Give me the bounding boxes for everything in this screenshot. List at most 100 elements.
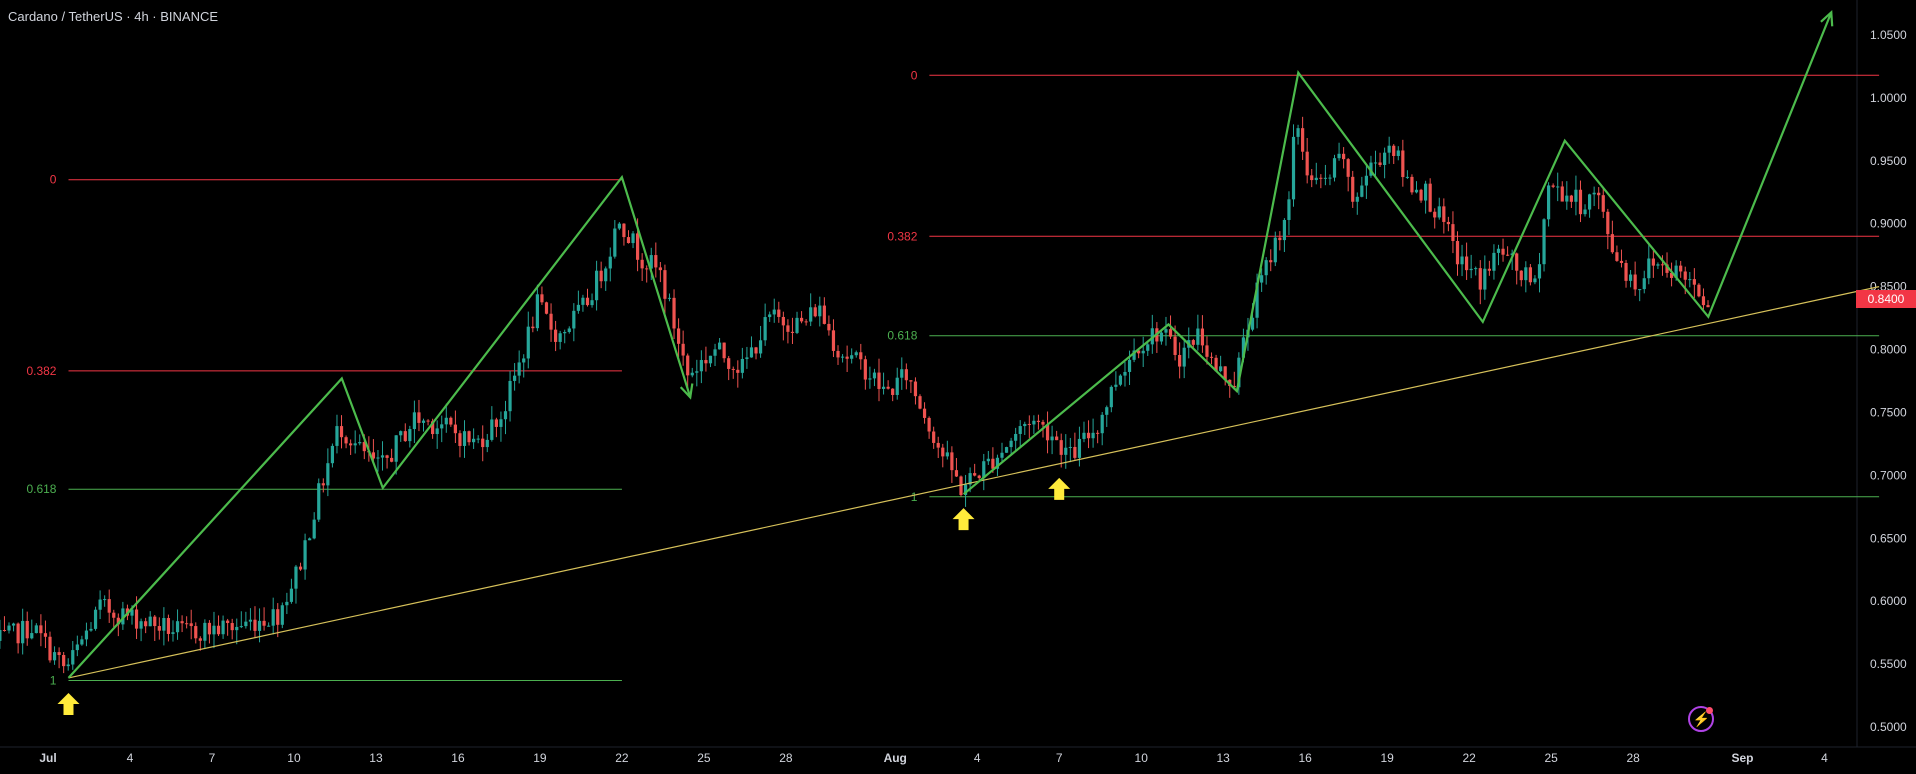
candle-body bbox=[494, 419, 498, 427]
candle-body bbox=[62, 655, 66, 667]
candle-body bbox=[663, 270, 667, 299]
time-tick-label: 28 bbox=[779, 751, 793, 765]
candle-body bbox=[30, 633, 34, 639]
candle-body bbox=[672, 297, 676, 329]
candle-body bbox=[740, 358, 744, 373]
candle-body bbox=[1501, 248, 1505, 255]
candle-body bbox=[66, 664, 70, 667]
candle-body bbox=[540, 294, 544, 303]
candle-body bbox=[21, 620, 25, 644]
fib-retracements: 0 0.382 0.618 1 0 0.382 0.618 1 bbox=[26, 68, 1880, 687]
candle-body bbox=[1241, 337, 1246, 358]
candle-body bbox=[1269, 260, 1273, 263]
candle-body bbox=[986, 458, 990, 462]
candle-body bbox=[103, 599, 107, 601]
candle-body bbox=[585, 297, 590, 306]
candle-body bbox=[1319, 177, 1323, 179]
candle-body bbox=[658, 267, 662, 271]
candle-body bbox=[590, 300, 594, 306]
candle-body bbox=[1410, 176, 1414, 193]
candle-body bbox=[1442, 206, 1446, 222]
candle-body bbox=[840, 356, 845, 358]
candle-body bbox=[1565, 195, 1569, 202]
candle-body bbox=[1059, 440, 1063, 455]
candle-body bbox=[330, 445, 335, 464]
candle-body bbox=[462, 431, 467, 446]
price-tick-label: 0.7000 bbox=[1870, 468, 1907, 482]
candle-body bbox=[1123, 371, 1127, 376]
candle-body bbox=[449, 417, 453, 425]
candle-body bbox=[244, 621, 248, 627]
time-tick-label: 13 bbox=[369, 751, 383, 765]
candle-body bbox=[768, 314, 772, 318]
fib-level-label: 0.618 bbox=[26, 482, 56, 496]
candle-body bbox=[1560, 186, 1564, 202]
candle-body bbox=[1524, 267, 1528, 281]
candle-body bbox=[699, 360, 703, 372]
candle-body bbox=[772, 309, 776, 315]
candle-body bbox=[1355, 196, 1359, 202]
candle-body bbox=[809, 307, 813, 322]
candle-body bbox=[558, 333, 562, 342]
candle-body bbox=[1004, 447, 1009, 453]
candle-body bbox=[1310, 175, 1314, 181]
candle-body bbox=[481, 438, 485, 448]
candle-body bbox=[1519, 270, 1523, 281]
candle-body bbox=[895, 377, 899, 395]
wave-pattern-line bbox=[962, 11, 1833, 496]
candle-body bbox=[954, 470, 959, 477]
candle-body bbox=[1209, 356, 1214, 358]
candle-body bbox=[745, 357, 749, 359]
candle-body bbox=[1045, 424, 1050, 441]
candle-body bbox=[950, 452, 954, 471]
candle-body bbox=[239, 626, 243, 628]
last-price-badge: 0.8400 bbox=[1856, 290, 1916, 309]
candle-body bbox=[185, 623, 189, 625]
candle-body bbox=[1647, 258, 1651, 279]
candle-body bbox=[904, 369, 908, 381]
time-tick-label: 7 bbox=[1056, 751, 1063, 765]
candle-body bbox=[695, 371, 699, 373]
price-axis: 1.0500 1.0000 0.9500 0.9000 0.8500 0.8000 0.75… bbox=[1870, 28, 1907, 734]
candle-body bbox=[1191, 340, 1195, 345]
candle-body bbox=[1433, 211, 1437, 218]
candle-body bbox=[1610, 234, 1614, 253]
candle-body bbox=[963, 484, 968, 495]
candle-body bbox=[1109, 386, 1113, 408]
candle-body bbox=[1041, 421, 1045, 425]
candle-body bbox=[1537, 264, 1542, 279]
time-tick-label: 25 bbox=[1544, 751, 1558, 765]
candle-body bbox=[1086, 432, 1091, 439]
candle-body bbox=[991, 458, 995, 469]
candle-body bbox=[758, 340, 763, 354]
candle-body bbox=[235, 626, 239, 631]
candle-body bbox=[7, 625, 11, 631]
candle-body bbox=[736, 369, 740, 373]
candle-body bbox=[394, 435, 398, 462]
candle-body bbox=[1551, 185, 1555, 187]
lightning-bolt-icon[interactable]: ⚡ bbox=[1688, 706, 1715, 733]
candle-body bbox=[1492, 252, 1496, 271]
candle-body bbox=[1360, 185, 1364, 197]
candle-body bbox=[982, 461, 986, 479]
candle-body bbox=[440, 424, 444, 429]
candle-body bbox=[1173, 336, 1177, 355]
candle-body bbox=[804, 321, 808, 323]
price-tick-label: 0.5500 bbox=[1870, 657, 1907, 671]
candlesticks bbox=[0, 116, 1710, 674]
candle-body bbox=[1237, 357, 1241, 388]
candle-body bbox=[1587, 194, 1592, 210]
candle-body bbox=[485, 439, 489, 448]
candle-body bbox=[308, 538, 312, 541]
candle-body bbox=[544, 302, 549, 314]
candle-body bbox=[859, 352, 863, 360]
candle-body bbox=[499, 419, 503, 427]
candle-body bbox=[690, 372, 694, 376]
candle-body bbox=[795, 317, 799, 333]
candle-body bbox=[1697, 284, 1701, 297]
candle-body bbox=[11, 623, 16, 626]
candle-body bbox=[836, 350, 840, 358]
candle-body bbox=[226, 620, 230, 624]
